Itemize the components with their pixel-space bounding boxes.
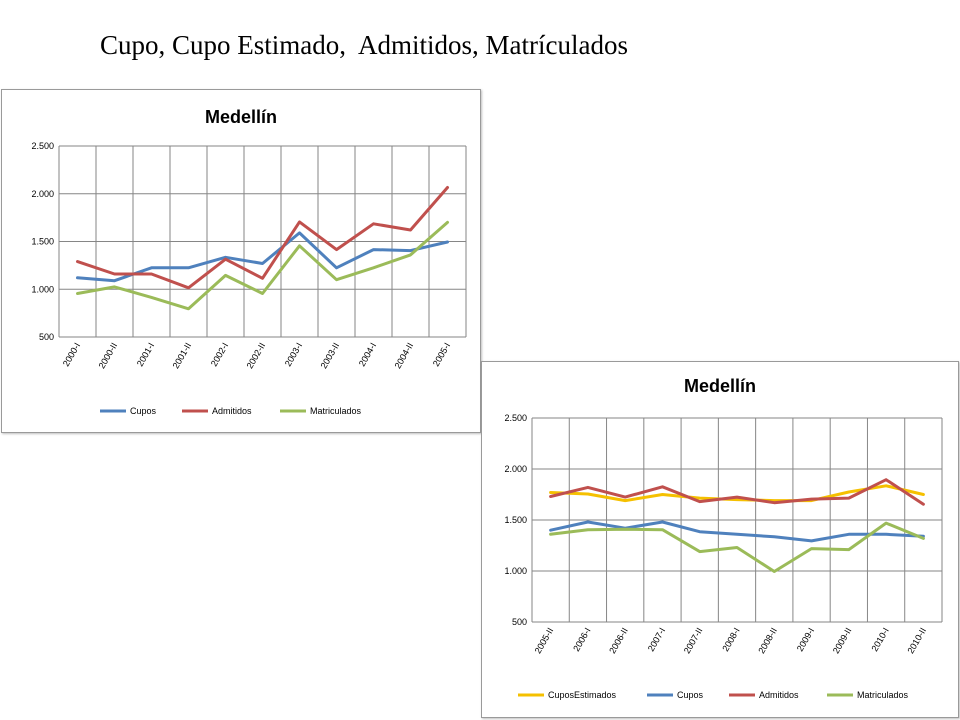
- y-tick-label: 2.500: [31, 141, 54, 151]
- chart-canvas: Medellín 500 1.000 1.500 2.000 2.500 2000-I 200…: [31, 107, 467, 416]
- y-tick-label: 1.500: [31, 237, 54, 247]
- y-tick-label: 2.000: [504, 464, 527, 474]
- y-tick-label: 1.500: [504, 515, 527, 525]
- x-tick-label: 2007-II: [682, 626, 705, 655]
- x-tick-label: 2006-I: [571, 626, 592, 653]
- series-line-admitidos: [76, 186, 449, 290]
- series-line-cuposestimados: [549, 484, 925, 503]
- x-tick-label: 2008-I: [720, 626, 741, 653]
- x-tick-label: 2009-II: [831, 626, 854, 655]
- legend-entry: Matriculados: [310, 406, 362, 416]
- x-tick-label: 2000-II: [97, 341, 120, 370]
- x-tick-label: 2010-II: [905, 626, 928, 655]
- series-line-cupos: [549, 520, 925, 543]
- series-line-cupos: [76, 231, 449, 283]
- y-tick-label: 2.500: [504, 413, 527, 423]
- y-tick-label: 2.000: [31, 189, 54, 199]
- slide-title: Cupo, Cupo Estimado, Admitidos, Matrícul…: [100, 30, 628, 60]
- x-tick-label: 2006-II: [607, 626, 630, 655]
- legend-entry: CuposEstimados: [548, 690, 617, 700]
- x-tick-label: 2004-II: [393, 341, 416, 370]
- series-line-matriculados: [549, 521, 925, 573]
- x-tick-label: 2010-I: [869, 626, 890, 653]
- chart-medellin-2005-2010: Medellín 500 1.000 1.500 2.000 2.500 2005-II 20…: [481, 361, 959, 718]
- x-tick-label: 2000-I: [61, 341, 82, 368]
- chart-medellin-2000-2005: Medellín 500 1.000 1.500 2.000 2.500 2000-I 200…: [1, 89, 481, 433]
- y-tick-label: 1.000: [31, 284, 54, 294]
- x-tick-label: 2001-I: [135, 341, 156, 368]
- x-tick-label: 2008-II: [756, 626, 779, 655]
- x-tick-label: 2002-I: [209, 341, 230, 368]
- series-line-admitidos: [549, 478, 925, 506]
- x-tick-label: 2005-I: [431, 341, 452, 368]
- series-line-matriculados: [76, 220, 449, 311]
- x-tick-label: 2003-I: [283, 341, 304, 368]
- x-tick-label: 2005-II: [533, 626, 556, 655]
- legend-entry: Admitidos: [759, 690, 799, 700]
- y-tick-label: 1.000: [504, 566, 527, 576]
- x-tick-label: 2001-II: [171, 341, 194, 370]
- chart-canvas: Medellín 500 1.000 1.500 2.000 2.500 2005-II 20…: [504, 376, 943, 700]
- legend-entry: Matriculados: [857, 690, 909, 700]
- x-tick-label: 2003-II: [319, 341, 342, 370]
- chart-title: Medellín: [684, 376, 756, 396]
- x-tick-label: 2002-II: [245, 341, 268, 370]
- x-tick-label: 2009-I: [795, 626, 816, 653]
- x-tick-label: 2007-I: [646, 626, 667, 653]
- chart-title: Medellín: [205, 107, 277, 127]
- legend-entry: Cupos: [677, 690, 704, 700]
- y-tick-label: 500: [512, 617, 527, 627]
- x-tick-label: 2004-I: [357, 341, 378, 368]
- legend-entry: Admitidos: [212, 406, 252, 416]
- legend-entry: Cupos: [130, 406, 157, 416]
- y-tick-label: 500: [39, 332, 54, 342]
